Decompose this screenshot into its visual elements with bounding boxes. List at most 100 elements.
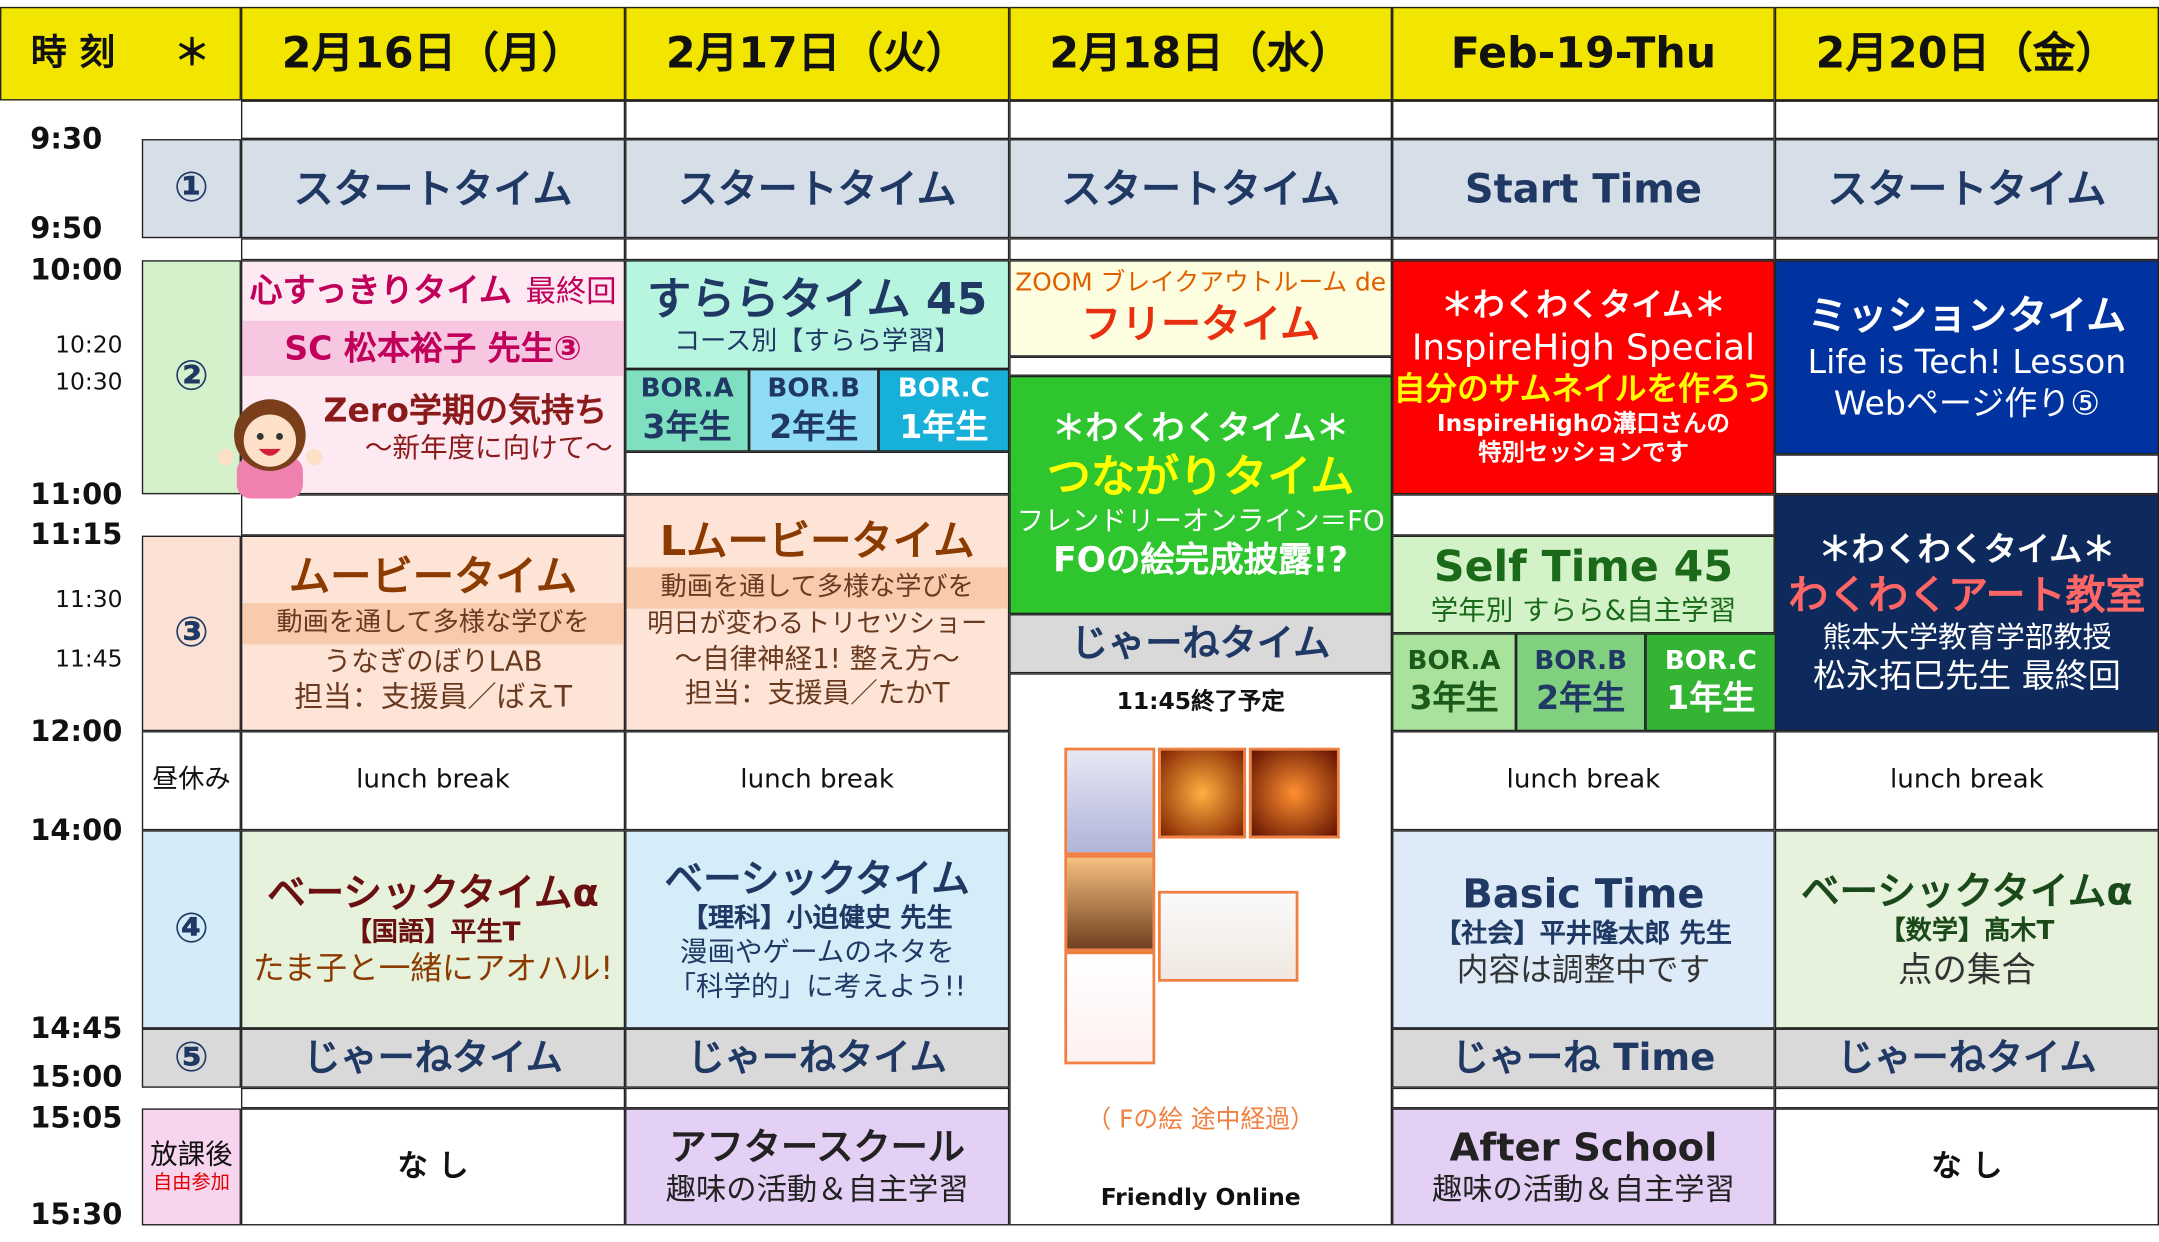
cell-text: じゃーねタイム	[687, 1036, 947, 1079]
cell-text: スタートタイム	[677, 165, 957, 212]
cell-text: 内容は調整中です	[1456, 952, 1711, 989]
breakout: BOR.B 2年生	[1515, 633, 1646, 732]
session: ZOOM ブレイクアウトルーム de フリータイム	[1009, 260, 1393, 357]
cell-text: Life is Tech! Lesson	[1807, 342, 2127, 381]
cell-text: 熊本大学教育学部教授	[1822, 620, 2112, 655]
cell-text: After School	[1449, 1125, 1718, 1171]
session: じゃーねタイム	[625, 1028, 1010, 1088]
time-label: 10:00	[30, 253, 123, 287]
session: Basic Time 【社会】平井隆太郎 先生 内容は調整中です	[1392, 830, 1775, 1029]
cell-text: ⑤	[173, 1033, 209, 1082]
picture	[1064, 951, 1156, 1065]
blank	[625, 451, 1010, 495]
cell-text: たま子と一緒にアオハル!	[252, 951, 614, 988]
time-label: 11:15	[30, 517, 123, 551]
cell-text: 学年別 すらら&自主学習	[1430, 593, 1737, 628]
cell-text: すららタイム 45	[647, 272, 988, 325]
cell-text: 2年生	[1536, 679, 1626, 718]
period: 放課後 自由参加	[141, 1108, 241, 1226]
period: ①	[141, 139, 241, 239]
cell-text: Lムービータイム	[659, 517, 975, 566]
cell-text: ～自律神経1! 整え方～	[674, 640, 960, 674]
cell-text: FOの絵完成披露!?	[1053, 540, 1349, 581]
blank	[240, 238, 626, 261]
time-label: 15:00	[30, 1060, 123, 1094]
cell-text: アフタースクール	[669, 1126, 965, 1169]
cell-text: ミッションタイム	[1807, 292, 2127, 340]
cell-text: Friendly Online	[1100, 1183, 1301, 1212]
blank	[625, 1087, 1010, 1109]
breakout: BOR.A 3年生	[1392, 633, 1516, 732]
blank	[1774, 100, 2159, 140]
cell-text: 「科学的」に考えよう!!	[668, 969, 966, 1003]
cell-text: BOR.C	[1664, 645, 1757, 676]
lunch: lunch break	[1392, 731, 1775, 831]
day-header: 2月18日（水）	[1009, 6, 1393, 101]
breakout: BOR.B 2年生	[749, 369, 879, 452]
blank	[1774, 1087, 2159, 1109]
time-label: 15:30	[30, 1197, 123, 1231]
cell-text: 趣味の活動＆自主学習	[665, 1172, 969, 1208]
lunch: lunch break	[1774, 731, 2159, 831]
cell-text: Zero学期の気持ち	[323, 390, 608, 429]
time-label: 9:50	[30, 212, 103, 246]
blank	[240, 100, 626, 140]
cell-text: 1年生	[899, 407, 989, 446]
cell-text: 2月17日（火）	[665, 28, 969, 78]
time-label: 10:20	[55, 331, 123, 360]
time-label: 10:30	[55, 369, 123, 397]
cell-text: lunch break	[1506, 764, 1661, 795]
session: 心すっきりタイム 最終回 SC 松本裕子 先生③ Zero学期の気持ち ～新年度に向けて…	[240, 260, 626, 495]
cell-text: BOR.B	[1534, 645, 1628, 676]
day-header: Feb-19-Thu	[1392, 6, 1775, 101]
breakout: BOR.A 3年生	[625, 369, 750, 452]
cell-text: ベーシックタイムα	[267, 870, 599, 916]
period: 昼休み	[141, 731, 241, 831]
cell-text: ベーシックタイム	[664, 855, 970, 902]
cell-text: な し	[397, 1149, 469, 1184]
cell-text: 昼休み	[152, 764, 231, 795]
session: Self Time 45 学年別 すらら&自主学習	[1392, 535, 1775, 634]
cell-text: 松永拓巳先生 最終回	[1812, 657, 2121, 696]
start-time: スタートタイム	[240, 139, 626, 239]
row: 心すっきりタイム 最終回	[242, 262, 623, 321]
session: ベーシックタイムα 【国語】平生T たま子と一緒にアオハル!	[240, 830, 626, 1029]
cell-text: 3年生	[642, 407, 732, 446]
time-label: 14:00	[30, 813, 123, 847]
blank	[1392, 238, 1775, 261]
time-label: 11:00	[30, 477, 123, 511]
cell-text: じゃーねタイム	[1070, 621, 1331, 665]
session: ＊わくわくタイム＊ InspireHigh Special 自分のサムネイルを作ろう…	[1392, 260, 1775, 495]
cell-text: BOR.C	[897, 373, 990, 404]
cell-text: ～新年度に向けて～	[364, 430, 613, 464]
cell-text: つながりタイム	[1046, 450, 1355, 504]
time-label: 11:45	[55, 645, 123, 674]
cell-text: 担当：支援員／たかT	[684, 675, 950, 709]
cell-text: フリータイム	[1081, 300, 1321, 348]
blank	[240, 1087, 626, 1109]
cell-text: スタートタイム	[1061, 165, 1341, 212]
start-time: スタートタイム	[1009, 139, 1393, 239]
cell-text: Webページ作り⑤	[1833, 383, 2101, 423]
cell-text: 2月16日（月）	[281, 28, 585, 78]
cell-text: ①	[173, 164, 209, 213]
session: アフタースクール 趣味の活動＆自主学習	[625, 1108, 1010, 1226]
cell-text: Basic Time	[1462, 869, 1705, 917]
cell-text: 【理科】小迫健史 先生	[681, 902, 953, 934]
session: じゃーねタイム	[1774, 1028, 2159, 1088]
day-header: 2月16日（月）	[240, 6, 626, 101]
day-header: 2月17日（火）	[625, 6, 1010, 101]
girl-icon	[217, 399, 323, 499]
blank	[1774, 238, 2159, 261]
cell-text: 動画を通して多様な学びを	[242, 603, 624, 645]
cell-text: 最終回	[525, 275, 617, 310]
session: ミッションタイム Life is Tech! Lesson Webページ作り⑤	[1774, 260, 2159, 455]
cell-text: 【社会】平井隆太郎 先生	[1434, 918, 1732, 949]
blank	[1392, 494, 1775, 536]
cell-text: SC 松本裕子 先生③	[242, 320, 624, 376]
cell-text: （ Fの絵 途中経過）	[1086, 1106, 1315, 1135]
cell-text: 2月18日（水）	[1049, 28, 1352, 78]
time-label: 11:30	[55, 586, 123, 615]
blank	[1392, 1087, 1775, 1109]
